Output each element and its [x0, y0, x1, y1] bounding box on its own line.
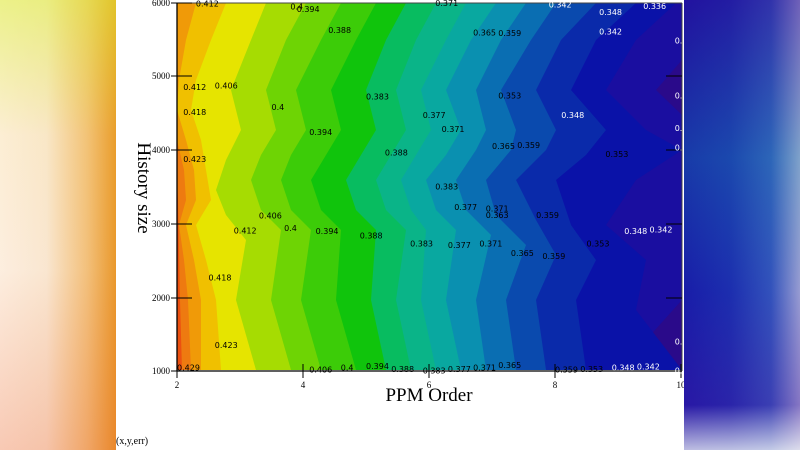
- contour-label: 0.4: [341, 363, 354, 372]
- y-tick-label: 2000: [152, 293, 171, 303]
- contour-label: 0.32: [675, 92, 684, 101]
- contour-label: 0.383: [435, 182, 458, 191]
- contour-label: 0.353: [580, 365, 603, 374]
- contour-label: 0.365: [498, 361, 521, 370]
- contour-label: 0.336: [643, 2, 666, 11]
- contour-label: 0.412: [234, 226, 257, 235]
- contour-label: 0.348: [612, 363, 635, 372]
- contour-label: 0.353: [498, 92, 521, 101]
- contour-label: 0.342: [599, 28, 622, 37]
- y-ticks: 6000 5000 4000 3000 2000 1000: [152, 0, 682, 376]
- contour-label: 0.348: [675, 143, 684, 152]
- y-axis-title: History size: [133, 142, 154, 233]
- contour-label: 0.342: [675, 124, 684, 133]
- contour-plot: 6000 5000 4000 3000 2000 1000 2 4 6 8 10…: [133, 0, 684, 406]
- contour-label: 0.4: [284, 224, 297, 233]
- contour-label: 0.423: [183, 155, 206, 164]
- contour-label: 0.348: [599, 8, 622, 17]
- x-tick-label: 8: [553, 380, 558, 390]
- y-tick-label: 5000: [152, 71, 171, 81]
- contour-label: 0.406: [215, 81, 238, 90]
- contour-label: 0.342: [549, 1, 572, 10]
- contour-label: 0.394: [309, 128, 332, 137]
- contour-label: 0.359: [517, 141, 540, 150]
- contour-bands: [177, 3, 682, 370]
- contour-label: 0.429: [177, 363, 200, 372]
- contour-label: 0.4: [290, 3, 303, 12]
- contour-label: 0.4: [272, 103, 285, 112]
- footer-caption: (x,y,err): [116, 436, 149, 447]
- contour-label: 0.348: [561, 111, 584, 120]
- x-axis-title: PPM Order: [385, 385, 473, 406]
- y-tick-label: 1000: [152, 366, 171, 376]
- contour-label: 0.388: [360, 232, 383, 241]
- contour-label: 0.383: [423, 366, 446, 375]
- contour-label: 0.383: [410, 240, 433, 249]
- x-tick-label: 6: [427, 380, 432, 390]
- x-tick-label: 10: [677, 380, 685, 390]
- blurred-background-left: [0, 0, 116, 450]
- blurred-background-right: [684, 0, 800, 450]
- contour-label: 0.412: [183, 83, 206, 92]
- contour-label: 0.388: [328, 26, 351, 35]
- contour-label: 0.3: [675, 366, 684, 375]
- contour-label: 0.371: [442, 125, 465, 134]
- x-ticks: 2 4 6 8 10: [175, 364, 684, 390]
- contour-label: 0.371: [473, 363, 496, 372]
- contour-label: 0.418: [209, 274, 232, 283]
- contour-label: 0.353: [605, 150, 628, 159]
- contour-label: 0.359: [555, 366, 578, 375]
- contour-label: 0.365: [492, 142, 515, 151]
- contour-label: 0.359: [542, 252, 565, 261]
- contour-label: 0.377: [423, 111, 446, 120]
- contour-label: 0.406: [259, 212, 282, 221]
- contour-label: 0.371: [486, 204, 509, 213]
- contour-label: 0.342: [637, 363, 660, 372]
- contour-label: 0.365: [511, 249, 534, 258]
- contour-label: 0.394: [366, 362, 389, 371]
- contour-label: 0.388: [385, 148, 408, 157]
- x-tick-label: 2: [175, 380, 180, 390]
- y-tick-label: 4000: [152, 145, 171, 155]
- contour-label: 0.412: [196, 0, 219, 9]
- contour-label: 0.342: [650, 226, 673, 235]
- y-tick-label: 3000: [152, 219, 171, 229]
- y-tick-label: 6000: [152, 0, 171, 8]
- contour-label: 0.371: [435, 0, 458, 8]
- contour-label: 0.377: [448, 241, 471, 250]
- contour-label: 0.33: [675, 338, 684, 347]
- contour-label: 0.359: [498, 29, 521, 38]
- contour-label: 0.33: [675, 37, 684, 46]
- contour-label: 0.363: [486, 211, 509, 220]
- contour-label: 0.371: [479, 240, 502, 249]
- contour-label: 0.377: [454, 203, 477, 212]
- contour-label: 0.394: [316, 227, 339, 236]
- contour-label: 0.365: [473, 28, 496, 37]
- contour-label: 0.394: [297, 5, 320, 14]
- contour-label: 0.359: [536, 211, 559, 220]
- contour-label: 0.383: [366, 93, 389, 102]
- contour-label: 0.388: [391, 365, 414, 374]
- contour-label: 0.423: [215, 341, 238, 350]
- chart-frame: 6000 5000 4000 3000 2000 1000 2 4 6 8 10…: [116, 0, 684, 450]
- contour-label: 0.406: [309, 366, 332, 375]
- contour-label: 0.418: [183, 108, 206, 117]
- x-tick-label: 4: [301, 380, 306, 390]
- contour-label: 0.377: [448, 365, 471, 374]
- contour-label: 0.353: [587, 240, 610, 249]
- contour-label: 0.348: [624, 227, 647, 236]
